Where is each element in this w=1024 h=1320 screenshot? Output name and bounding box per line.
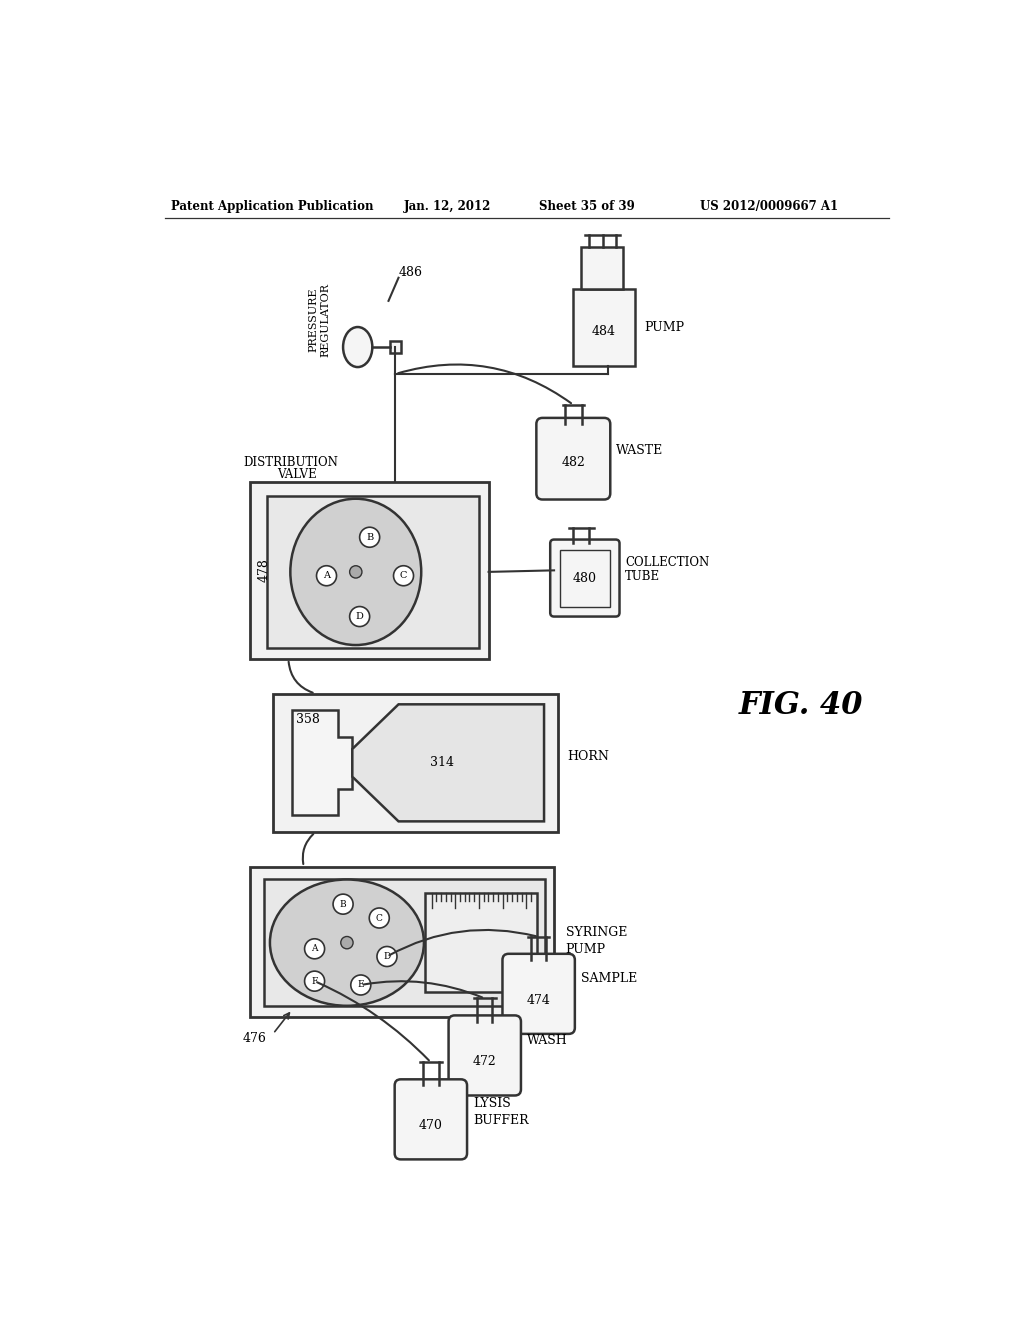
Circle shape bbox=[393, 566, 414, 586]
FancyBboxPatch shape bbox=[394, 1080, 467, 1159]
Circle shape bbox=[370, 908, 389, 928]
Text: 482: 482 bbox=[561, 455, 586, 469]
Text: 472: 472 bbox=[473, 1055, 497, 1068]
Text: C: C bbox=[399, 572, 408, 581]
FancyBboxPatch shape bbox=[449, 1015, 521, 1096]
Ellipse shape bbox=[291, 499, 421, 645]
Text: 486: 486 bbox=[398, 265, 423, 279]
Polygon shape bbox=[292, 710, 352, 816]
Text: A: A bbox=[323, 572, 330, 581]
Bar bbox=[560, 549, 609, 607]
Text: C: C bbox=[376, 913, 383, 923]
Text: BUFFER: BUFFER bbox=[473, 1114, 528, 1127]
Text: Jan. 12, 2012: Jan. 12, 2012 bbox=[403, 199, 492, 213]
Circle shape bbox=[349, 566, 361, 578]
FancyBboxPatch shape bbox=[503, 954, 574, 1034]
Text: COLLECTION: COLLECTION bbox=[625, 556, 710, 569]
Text: 470: 470 bbox=[419, 1119, 442, 1133]
FancyBboxPatch shape bbox=[537, 418, 610, 499]
Text: DISTRIBUTION: DISTRIBUTION bbox=[244, 455, 339, 469]
Text: PRESSURE
REGULATOR: PRESSURE REGULATOR bbox=[308, 282, 330, 358]
Text: VALVE: VALVE bbox=[276, 467, 316, 480]
Text: SAMPLE: SAMPLE bbox=[581, 972, 637, 985]
Text: 358: 358 bbox=[296, 713, 319, 726]
Text: FIG. 40: FIG. 40 bbox=[739, 689, 863, 721]
Text: A: A bbox=[311, 944, 317, 953]
Bar bbox=[573, 289, 635, 367]
Circle shape bbox=[304, 939, 325, 958]
Bar bbox=[425, 892, 538, 993]
Text: PUMP: PUMP bbox=[644, 321, 684, 334]
Bar bbox=[264, 879, 545, 1006]
FancyBboxPatch shape bbox=[550, 540, 620, 616]
Text: 480: 480 bbox=[572, 572, 597, 585]
Circle shape bbox=[351, 975, 371, 995]
Text: E: E bbox=[357, 981, 365, 990]
Text: SYRINGE: SYRINGE bbox=[565, 927, 627, 939]
Circle shape bbox=[349, 607, 370, 627]
Circle shape bbox=[359, 527, 380, 548]
Circle shape bbox=[304, 972, 325, 991]
Ellipse shape bbox=[270, 879, 424, 1006]
Text: 474: 474 bbox=[526, 994, 551, 1007]
Circle shape bbox=[341, 936, 353, 949]
Bar bbox=[273, 693, 558, 832]
Circle shape bbox=[333, 894, 353, 915]
Text: F: F bbox=[311, 977, 317, 986]
Bar bbox=[267, 496, 478, 648]
Text: Patent Application Publication: Patent Application Publication bbox=[171, 199, 373, 213]
Text: 484: 484 bbox=[592, 325, 616, 338]
Text: PUMP: PUMP bbox=[565, 942, 606, 956]
Bar bbox=[581, 247, 624, 289]
Text: 476: 476 bbox=[243, 1032, 266, 1045]
Text: B: B bbox=[366, 533, 374, 541]
Ellipse shape bbox=[343, 327, 373, 367]
Text: WASH: WASH bbox=[527, 1034, 568, 1047]
Text: 314: 314 bbox=[430, 756, 455, 770]
Text: TUBE: TUBE bbox=[625, 570, 660, 583]
Text: D: D bbox=[383, 952, 390, 961]
Bar bbox=[250, 482, 488, 659]
Bar bbox=[250, 867, 554, 1016]
Text: HORN: HORN bbox=[567, 750, 609, 763]
Text: 478: 478 bbox=[257, 558, 270, 582]
Text: Sheet 35 of 39: Sheet 35 of 39 bbox=[539, 199, 635, 213]
Text: D: D bbox=[355, 612, 364, 620]
Polygon shape bbox=[352, 705, 544, 821]
Text: B: B bbox=[340, 900, 346, 908]
Text: WASTE: WASTE bbox=[615, 445, 663, 458]
Text: LYSIS: LYSIS bbox=[473, 1097, 511, 1110]
Text: US 2012/0009667 A1: US 2012/0009667 A1 bbox=[700, 199, 839, 213]
Bar bbox=[390, 341, 400, 354]
Circle shape bbox=[377, 946, 397, 966]
Circle shape bbox=[316, 566, 337, 586]
